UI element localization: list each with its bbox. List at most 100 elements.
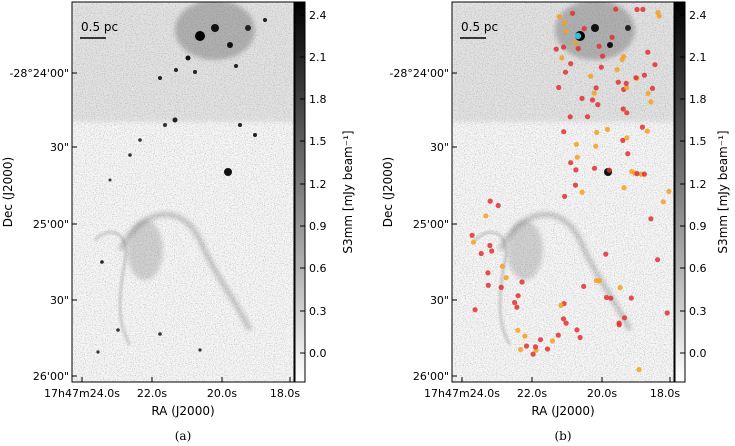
cbtick-a-1: 2.1 — [309, 51, 327, 64]
source-marker — [574, 154, 580, 160]
source-marker — [579, 189, 585, 195]
source-marker — [620, 106, 626, 112]
map-b-frame — [451, 1, 675, 383]
cbtick-a-4: 1.2 — [309, 178, 327, 191]
source-marker — [489, 248, 495, 254]
source-marker — [595, 102, 601, 108]
source-marker — [559, 55, 565, 61]
source-marker — [515, 327, 521, 333]
source-marker — [544, 346, 551, 352]
source-marker — [537, 337, 544, 343]
source-marker — [614, 67, 620, 73]
source-marker — [515, 293, 521, 299]
source-marker — [518, 347, 524, 353]
cbtick-b-1: 2.1 — [689, 51, 707, 64]
source-marker — [563, 320, 569, 326]
source-marker — [568, 160, 574, 166]
xlabel-b: RA (J2000) — [531, 404, 594, 418]
source-marker — [519, 279, 525, 285]
source-marker — [499, 263, 505, 269]
cbtick-a-8: 0.0 — [309, 347, 327, 360]
map-b-image — [452, 2, 674, 382]
source-markers — [469, 6, 672, 373]
xtick-b-2: 20.0s — [587, 387, 617, 400]
colorbar-b-ticks: 2.4 2.1 1.8 1.5 1.2 0.9 0.6 0.3 0.0 — [680, 9, 707, 360]
xtick-a-1: 22.0s — [137, 387, 167, 400]
source-marker — [574, 327, 580, 333]
source-marker — [645, 49, 651, 55]
source-marker — [591, 90, 597, 96]
source-marker — [485, 270, 491, 276]
source-marker — [581, 26, 587, 32]
source-marker — [560, 316, 567, 322]
source-marker — [556, 14, 563, 20]
source-marker — [563, 28, 569, 34]
xtick-a-2: 20.0s — [207, 387, 237, 400]
source-marker — [575, 45, 581, 52]
source-marker — [579, 95, 585, 101]
source-marker — [562, 69, 569, 75]
cbtick-b-0: 2.4 — [689, 9, 707, 22]
source-marker — [639, 124, 646, 130]
source-marker — [624, 110, 630, 116]
source-marker — [555, 332, 561, 338]
source-marker — [568, 61, 574, 67]
source-marker — [617, 285, 623, 291]
source-marker — [530, 351, 536, 357]
colorbar-a-ticks: 2.4 2.1 1.8 1.5 1.2 0.9 0.6 0.3 0.0 — [300, 9, 327, 360]
colorbar-b — [674, 1, 686, 383]
source-marker — [621, 54, 627, 60]
source-marker — [522, 333, 528, 339]
source-marker — [478, 250, 484, 257]
source-marker — [584, 114, 591, 120]
ytick-b-3: 30" — [430, 294, 449, 307]
source-marker — [624, 85, 630, 91]
source-marker — [628, 295, 634, 301]
cbtick-a-0: 2.4 — [309, 9, 327, 22]
cbtick-a-3: 1.5 — [309, 135, 327, 148]
source-marker — [561, 44, 567, 50]
colorbar-a — [294, 1, 306, 383]
source-marker — [616, 320, 622, 326]
source-marker — [655, 10, 661, 16]
source-marker — [588, 73, 594, 79]
source-marker — [666, 188, 672, 194]
source-marker — [581, 283, 587, 289]
yticks-a: -28°24'00" 30" 25'00" 30" 26'00" — [9, 67, 77, 383]
cbtick-a-7: 0.3 — [309, 305, 327, 318]
source-marker — [577, 334, 583, 341]
source-marker — [620, 137, 626, 143]
source-marker — [483, 213, 489, 219]
cbtick-a-5: 0.9 — [309, 220, 327, 233]
ytick-b-2: 25'00" — [413, 218, 449, 231]
source-marker — [625, 151, 631, 157]
source-marker — [621, 315, 628, 321]
source-marker — [532, 344, 539, 350]
ytick-b-4: 26'00" — [413, 370, 449, 383]
source-marker — [640, 6, 646, 12]
source-marker — [648, 99, 654, 105]
map-a-frame — [71, 1, 295, 383]
scalebar-a-label: 0.5 pc — [81, 20, 118, 34]
source-marker — [621, 185, 627, 191]
ytick-a-4: 26'00" — [33, 370, 69, 383]
source-marker — [561, 129, 567, 135]
source-marker — [562, 193, 568, 199]
xtick-b-3: 18.0s — [650, 387, 680, 400]
source-marker — [589, 97, 596, 103]
caption-a: (a) — [175, 429, 192, 443]
source-marker — [593, 143, 599, 149]
source-marker — [613, 6, 619, 12]
source-marker — [609, 34, 615, 40]
source-marker — [549, 338, 556, 344]
source-marker — [558, 302, 564, 308]
source-marker — [485, 282, 491, 288]
source-marker — [641, 72, 648, 78]
cbtick-b-3: 1.5 — [689, 135, 707, 148]
source-marker — [523, 343, 530, 349]
source-marker — [634, 171, 640, 177]
ytick-a-2: 25'00" — [33, 218, 69, 231]
map-a-image — [72, 2, 294, 382]
source-marker — [634, 6, 640, 13]
